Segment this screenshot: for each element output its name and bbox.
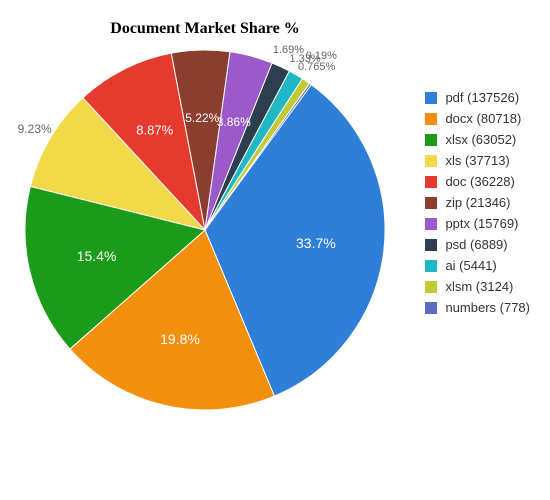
legend-item-pptx[interactable]: pptx (15769): [425, 216, 530, 231]
legend-swatch: [425, 239, 437, 251]
legend-label: pptx (15769): [445, 216, 518, 231]
legend-label: numbers (778): [445, 300, 530, 315]
chart-container: Document Market Share % 33.7%19.8%15.4%9…: [0, 0, 550, 500]
legend: pdf (137526) docx (80718) xlsx (63052) xls …: [425, 90, 530, 321]
legend-item-doc[interactable]: doc (36228): [425, 174, 530, 189]
legend-label: pdf (137526): [445, 90, 519, 105]
legend-label: ai (5441): [445, 258, 496, 273]
legend-label: zip (21346): [445, 195, 510, 210]
legend-swatch: [425, 260, 437, 272]
legend-swatch: [425, 281, 437, 293]
legend-swatch: [425, 134, 437, 146]
legend-label: xls (37713): [445, 153, 509, 168]
legend-swatch: [425, 218, 437, 230]
legend-swatch: [425, 155, 437, 167]
legend-label: docx (80718): [445, 111, 521, 126]
legend-item-pdf[interactable]: pdf (137526): [425, 90, 530, 105]
legend-item-docx[interactable]: docx (80718): [425, 111, 530, 126]
legend-label: xlsm (3124): [445, 279, 513, 294]
legend-item-xlsx[interactable]: xlsx (63052): [425, 132, 530, 147]
legend-swatch: [425, 197, 437, 209]
legend-swatch: [425, 302, 437, 314]
pie-chart: [25, 50, 385, 410]
legend-swatch: [425, 92, 437, 104]
legend-item-xls[interactable]: xls (37713): [425, 153, 530, 168]
chart-title: Document Market Share %: [0, 20, 410, 38]
legend-label: xlsx (63052): [445, 132, 516, 147]
legend-item-numbers[interactable]: numbers (778): [425, 300, 530, 315]
legend-label: doc (36228): [445, 174, 514, 189]
legend-item-zip[interactable]: zip (21346): [425, 195, 530, 210]
legend-label: psd (6889): [445, 237, 507, 252]
legend-swatch: [425, 113, 437, 125]
legend-item-xlsm[interactable]: xlsm (3124): [425, 279, 530, 294]
legend-swatch: [425, 176, 437, 188]
legend-item-psd[interactable]: psd (6889): [425, 237, 530, 252]
legend-item-ai[interactable]: ai (5441): [425, 258, 530, 273]
